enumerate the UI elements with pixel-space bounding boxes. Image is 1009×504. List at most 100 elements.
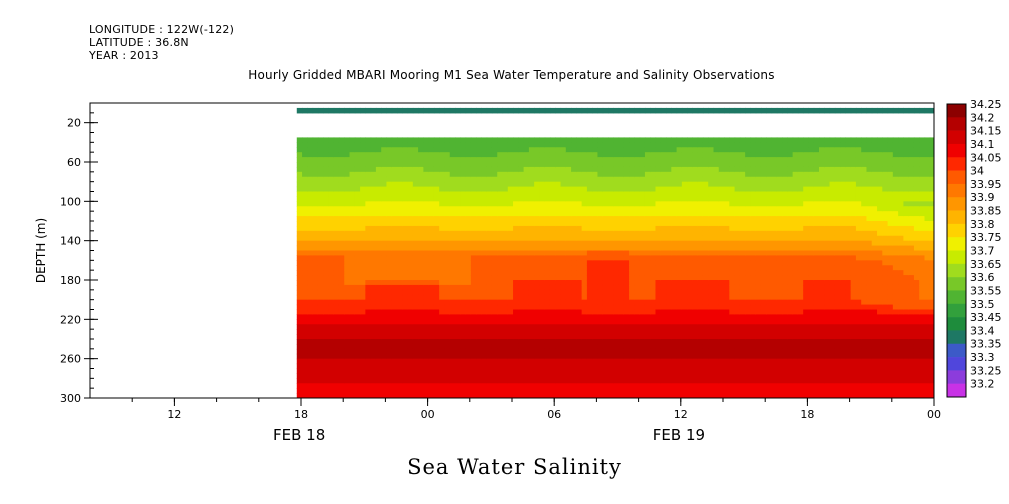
heatmap-cell bbox=[586, 157, 593, 163]
heatmap-cell bbox=[428, 339, 435, 345]
heatmap-cell bbox=[391, 289, 398, 296]
heatmap-cell bbox=[618, 388, 625, 394]
heatmap-cell bbox=[734, 147, 741, 153]
heatmap-cell bbox=[755, 368, 762, 375]
heatmap-cell bbox=[639, 142, 646, 148]
heatmap-cell bbox=[576, 162, 583, 168]
heatmap-cell bbox=[349, 142, 356, 148]
heatmap-cell bbox=[639, 299, 646, 306]
heatmap-cell bbox=[370, 240, 377, 247]
heatmap-cell bbox=[676, 353, 683, 360]
heatmap-cell bbox=[718, 186, 725, 193]
heatmap-cell bbox=[360, 319, 366, 325]
heatmap-cell bbox=[586, 309, 593, 316]
heatmap-cell bbox=[486, 196, 493, 202]
heatmap-cell bbox=[629, 176, 635, 183]
heatmap-cell bbox=[412, 107, 419, 114]
heatmap-cell bbox=[534, 240, 541, 247]
heatmap-cell bbox=[692, 216, 699, 222]
heatmap-cell bbox=[729, 275, 736, 281]
heatmap-cell bbox=[476, 363, 482, 370]
heatmap-cell bbox=[613, 270, 620, 276]
heatmap-cell bbox=[750, 157, 757, 163]
heatmap-cell bbox=[354, 294, 361, 301]
heatmap-cell bbox=[650, 157, 657, 163]
heatmap-cell bbox=[586, 181, 593, 188]
heatmap-cell bbox=[476, 107, 482, 114]
heatmap-cell bbox=[470, 319, 477, 325]
heatmap-cell bbox=[433, 393, 440, 398]
heatmap-cell bbox=[687, 309, 693, 316]
heatmap-cell bbox=[718, 216, 725, 222]
heatmap-cell bbox=[439, 191, 446, 198]
heatmap-cell bbox=[312, 107, 319, 114]
heatmap-cell bbox=[476, 137, 482, 143]
heatmap-cell bbox=[760, 358, 767, 365]
heatmap-cell bbox=[491, 176, 498, 183]
heatmap-cell bbox=[360, 324, 366, 330]
heatmap-cell bbox=[349, 225, 356, 232]
heatmap-cell bbox=[375, 353, 382, 360]
heatmap-cell bbox=[397, 319, 403, 325]
heatmap-cell bbox=[344, 314, 351, 320]
heatmap-cell bbox=[375, 186, 382, 193]
heatmap-cell bbox=[360, 294, 366, 301]
heatmap-cell bbox=[697, 142, 704, 148]
heatmap-cell bbox=[771, 181, 778, 188]
heatmap-cell bbox=[555, 147, 562, 153]
heatmap-cell bbox=[412, 393, 419, 398]
heatmap-cell bbox=[760, 235, 767, 242]
heatmap-cell bbox=[560, 383, 567, 389]
heatmap-cell bbox=[460, 191, 467, 198]
heatmap-cell bbox=[671, 245, 678, 252]
heatmap-cell bbox=[565, 147, 572, 153]
heatmap-cell bbox=[623, 152, 630, 158]
heatmap-cell bbox=[428, 393, 435, 398]
heatmap-cell bbox=[766, 176, 773, 183]
heatmap-cell bbox=[771, 176, 778, 183]
heatmap-cell bbox=[708, 339, 715, 345]
heatmap-cell bbox=[755, 353, 762, 360]
heatmap-cell bbox=[481, 255, 488, 261]
heatmap-cell bbox=[687, 250, 693, 257]
heatmap-cell bbox=[618, 260, 625, 266]
heatmap-cell bbox=[302, 334, 308, 340]
heatmap-cell bbox=[544, 216, 551, 222]
heatmap-cell bbox=[629, 196, 635, 202]
heatmap-cell bbox=[592, 260, 599, 266]
heatmap-cell bbox=[724, 270, 730, 276]
heatmap-cell bbox=[534, 343, 541, 350]
heatmap-cell bbox=[407, 201, 414, 207]
heatmap-cell bbox=[333, 137, 340, 143]
heatmap-cell bbox=[481, 348, 488, 355]
heatmap-cell bbox=[739, 378, 746, 384]
heatmap-cell bbox=[644, 206, 651, 212]
heatmap-cell bbox=[307, 304, 314, 311]
heatmap-cell bbox=[718, 363, 725, 370]
heatmap-cell bbox=[718, 225, 725, 232]
heatmap-cell bbox=[681, 339, 688, 345]
heatmap-cell bbox=[713, 225, 720, 232]
heatmap-cell bbox=[708, 388, 715, 394]
heatmap-cell bbox=[397, 225, 403, 232]
heatmap-cell bbox=[724, 339, 730, 345]
heatmap-cell bbox=[360, 329, 366, 335]
heatmap-cell bbox=[681, 230, 688, 237]
heatmap-cell bbox=[586, 171, 593, 178]
heatmap-cell bbox=[312, 284, 319, 291]
heatmap-cell bbox=[629, 304, 635, 311]
heatmap-cell bbox=[608, 358, 614, 365]
heatmap-cell bbox=[296, 211, 303, 217]
heatmap-cell bbox=[486, 270, 493, 276]
heatmap-cell bbox=[560, 137, 567, 143]
heatmap-cell bbox=[354, 221, 361, 227]
heatmap-cell bbox=[660, 275, 667, 281]
heatmap-cell bbox=[317, 304, 324, 311]
heatmap-cell bbox=[644, 201, 651, 207]
heatmap-cell bbox=[697, 181, 704, 188]
heatmap-cell bbox=[444, 260, 451, 266]
heatmap-cell bbox=[528, 250, 535, 257]
heatmap-cell bbox=[776, 166, 783, 173]
heatmap-cell bbox=[349, 260, 356, 266]
heatmap-cell bbox=[708, 221, 715, 227]
